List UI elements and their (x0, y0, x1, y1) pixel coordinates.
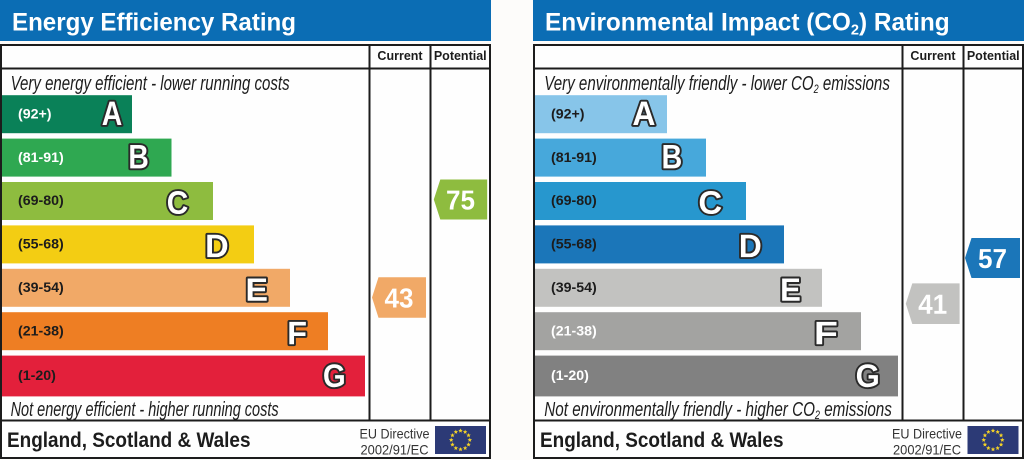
svg-text:Very energy efficient - lower: Very energy efficient - lower running co… (11, 73, 290, 95)
svg-text:2002/91/EC: 2002/91/EC (361, 442, 429, 458)
svg-text:Current: Current (377, 49, 423, 63)
svg-text:EU Directive: EU Directive (892, 426, 962, 442)
svg-text:England, Scotland & Wales: England, Scotland & Wales (540, 429, 784, 452)
svg-text:Not energy efficient - higher: Not energy efficient - higher running co… (11, 399, 279, 421)
svg-text:(21-38): (21-38) (18, 323, 64, 339)
svg-text:(55-68): (55-68) (18, 237, 64, 253)
svg-text:England, Scotland & Wales: England, Scotland & Wales (7, 429, 251, 452)
svg-text:(81-91): (81-91) (551, 150, 597, 166)
svg-text:(1-20): (1-20) (18, 368, 56, 384)
svg-text:(92+): (92+) (551, 106, 585, 122)
svg-text:Not environmentally friendly -: Not environmentally friendly - higher CO… (544, 398, 892, 422)
svg-text:(1-20): (1-20) (551, 368, 589, 384)
svg-text:2002/91/EC: 2002/91/EC (893, 442, 961, 458)
svg-text:(69-80): (69-80) (551, 193, 597, 209)
svg-text:EU Directive: EU Directive (360, 426, 430, 442)
svg-text:Very environmentally friendly: Very environmentally friendly - lower CO… (544, 72, 890, 96)
svg-text:(92+): (92+) (18, 106, 52, 122)
svg-text:Environmental Impact (CO2) Rat: Environmental Impact (CO2) Rating (545, 9, 950, 38)
svg-text:(21-38): (21-38) (551, 323, 597, 339)
svg-text:Energy Efficiency Rating: Energy Efficiency Rating (12, 9, 296, 37)
svg-text:(55-68): (55-68) (551, 237, 597, 253)
svg-text:(81-91): (81-91) (18, 150, 64, 166)
svg-text:(39-54): (39-54) (18, 280, 64, 296)
svg-text:(69-80): (69-80) (18, 193, 64, 209)
svg-text:Current: Current (910, 49, 956, 63)
svg-text:Potential: Potential (434, 49, 487, 63)
svg-text:(39-54): (39-54) (551, 280, 597, 296)
svg-text:Potential: Potential (967, 49, 1020, 63)
